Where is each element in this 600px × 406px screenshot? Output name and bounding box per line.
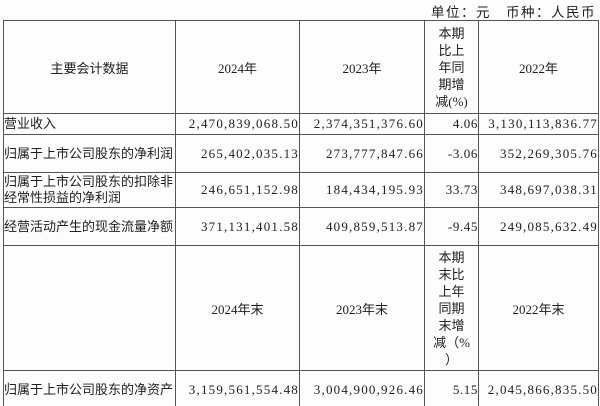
year-2023-header: 2023年 — [299, 20, 425, 114]
blank-header-cell — [3, 245, 176, 371]
value-2024: 371,131,401.58 — [175, 207, 300, 246]
value-2022: 3,130,113,836.77 — [478, 113, 599, 135]
year-2022-header: 2022年 — [478, 20, 599, 114]
value-2022: 348,697,038.31 — [478, 172, 599, 208]
value-yoy-pct: -9.45 — [424, 207, 479, 246]
unit-currency-note: 单位：元 币种：人民币 — [431, 5, 596, 20]
value-yoy-pct: 4.06 — [424, 113, 479, 135]
value-2024: 246,651,152.98 — [175, 172, 300, 208]
table-row-revenue: 营业收入 2,470,839,068.50 2,374,351,376.60 4… — [3, 113, 599, 135]
metrics-column-header: 主要会计数据 — [3, 20, 176, 114]
table-row-deducted-net-profit: 归属于上市公司股东的扣除非经常性损益的净利润 246,651,152.98 18… — [3, 172, 599, 208]
value-2022: 2,045,866,835.50 — [478, 370, 599, 406]
value-2024: 3,159,561,554.48 — [175, 370, 300, 406]
value-2023: 409,859,513.87 — [299, 207, 425, 246]
table-row-net-assets: 归属于上市公司股东的净资产 3,159,561,554.48 3,004,900… — [3, 370, 599, 406]
metric-label: 归属于上市公司股东的净利润 — [3, 134, 176, 173]
annual-header-row: 主要会计数据 2024年 2023年 本期 比上 年同 期增 减(%) 2022… — [3, 20, 599, 114]
period-end-change-header: 本期 末比 上年 同期 末增 减（% ） — [424, 245, 479, 371]
metric-label: 归属于上市公司股东的净资产 — [3, 370, 176, 406]
value-2023: 3,004,900,926.46 — [299, 370, 425, 406]
key-financials-table: 主要会计数据 2024年 2023年 本期 比上 年同 期增 减(%) 2022… — [3, 20, 599, 406]
table-row-net-profit: 归属于上市公司股东的净利润 265,402,035.13 273,777,847… — [3, 134, 599, 173]
yoy-change-header: 本期 比上 年同 期增 减(%) — [424, 20, 479, 114]
value-2022: 249,085,632.49 — [478, 207, 599, 246]
metric-label: 经营活动产生的现金流量净额 — [3, 207, 176, 246]
value-2023: 273,777,847.66 — [299, 134, 425, 173]
year-end-2024-header: 2024年末 — [175, 245, 300, 371]
metric-label: 归属于上市公司股东的扣除非经常性损益的净利润 — [3, 172, 176, 208]
value-yoy-pct: -3.06 — [424, 134, 479, 173]
value-2023: 184,434,195.93 — [299, 172, 425, 208]
value-2023: 2,374,351,376.60 — [299, 113, 425, 135]
value-2024: 265,402,035.13 — [175, 134, 300, 173]
year-end-2022-header: 2022年末 — [478, 245, 599, 371]
value-2022: 352,269,305.76 — [478, 134, 599, 173]
metric-label: 营业收入 — [3, 113, 176, 135]
year-end-2023-header: 2023年末 — [299, 245, 425, 371]
period-end-header-row: 2024年末 2023年末 本期 末比 上年 同期 末增 减（% ） 2022年… — [3, 245, 599, 371]
value-yoy-pct: 33.73 — [424, 172, 479, 208]
table-row-operating-cash-flow: 经营活动产生的现金流量净额 371,131,401.58 409,859,513… — [3, 207, 599, 246]
value-2024: 2,470,839,068.50 — [175, 113, 300, 135]
value-yoy-pct: 5.15 — [424, 370, 479, 406]
year-2024-header: 2024年 — [175, 20, 300, 114]
